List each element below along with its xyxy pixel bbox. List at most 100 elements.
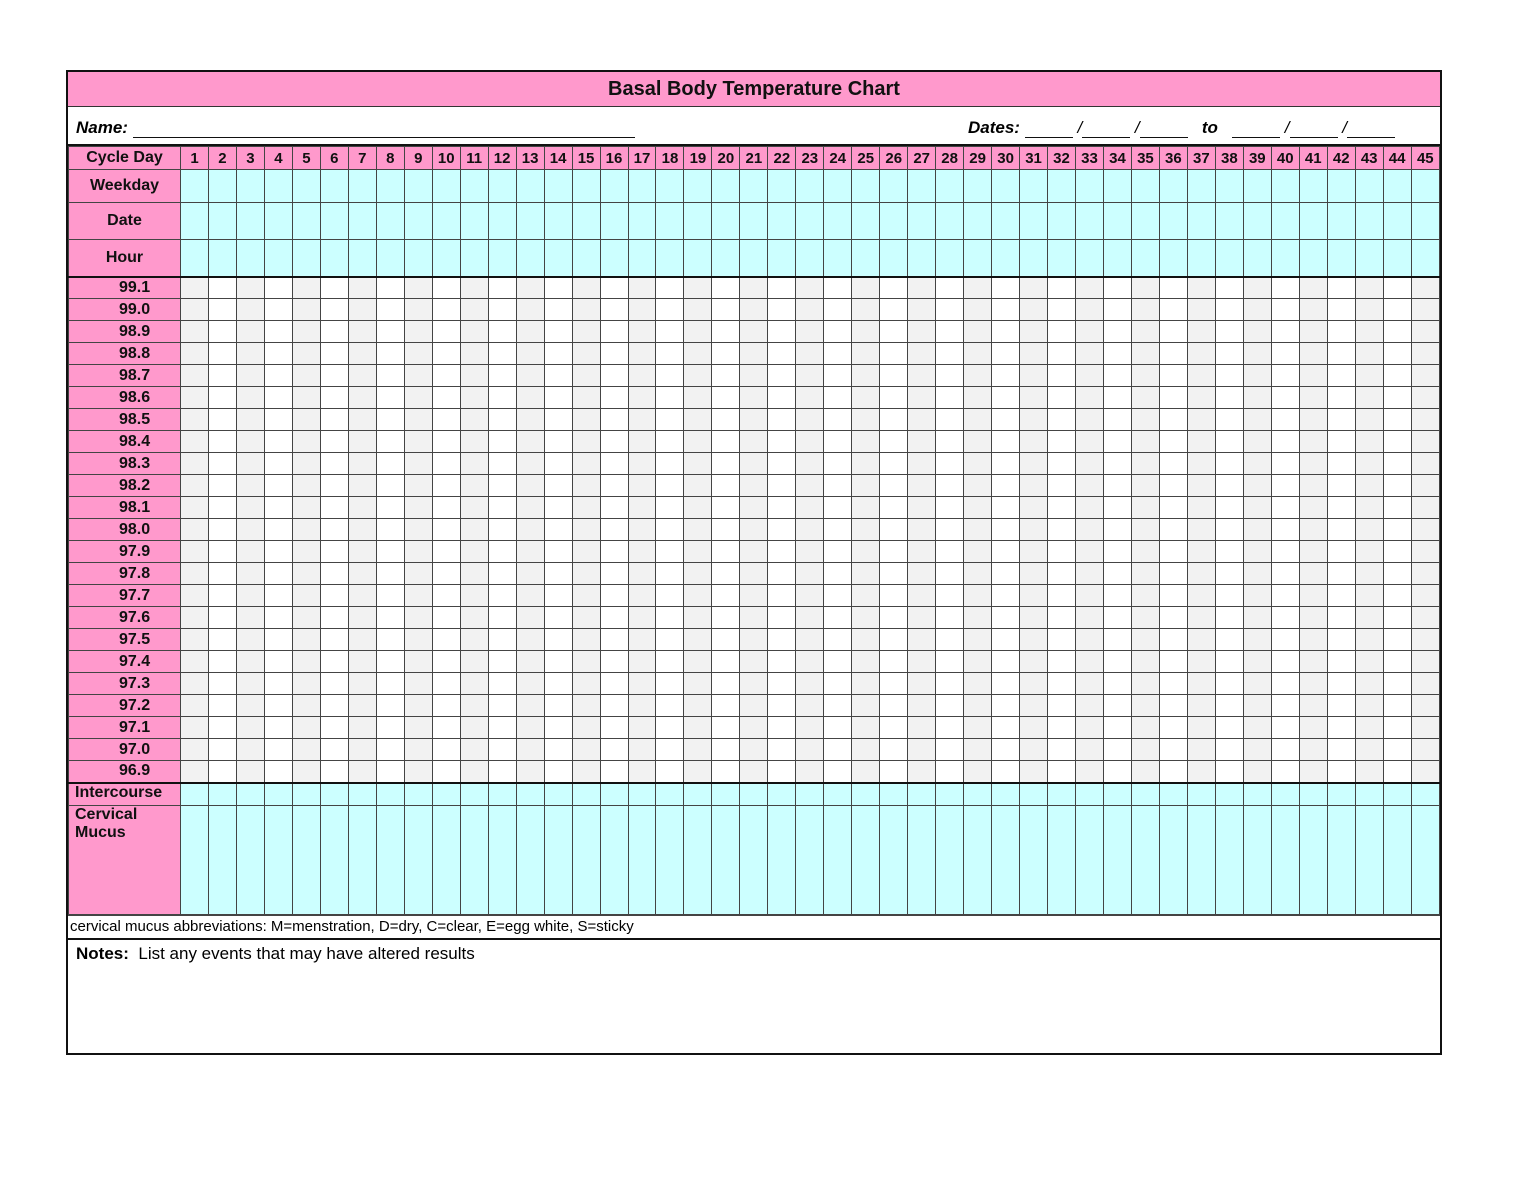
hour-cell[interactable] bbox=[263, 239, 293, 277]
temperature-cell[interactable] bbox=[543, 275, 573, 299]
intercourse-cell[interactable] bbox=[935, 781, 965, 806]
temperature-cell[interactable] bbox=[991, 628, 1021, 651]
temperature-cell[interactable] bbox=[1382, 606, 1412, 629]
temperature-cell[interactable] bbox=[599, 584, 629, 607]
weekday-cell[interactable] bbox=[963, 169, 993, 203]
temperature-cell[interactable] bbox=[963, 474, 993, 497]
temperature-cell[interactable] bbox=[683, 342, 713, 365]
name-field[interactable]: Name: bbox=[76, 118, 635, 138]
temperature-cell[interactable] bbox=[403, 298, 433, 321]
weekday-cell[interactable] bbox=[599, 169, 629, 203]
temperature-cell[interactable] bbox=[1019, 672, 1049, 695]
temperature-cell[interactable] bbox=[823, 650, 853, 673]
hour-cell[interactable] bbox=[1298, 239, 1328, 277]
temperature-cell[interactable] bbox=[1186, 275, 1216, 299]
temperature-cell[interactable] bbox=[879, 606, 909, 629]
temperature-cell[interactable] bbox=[851, 650, 881, 673]
date-cell[interactable] bbox=[403, 202, 433, 240]
temperature-cell[interactable] bbox=[1354, 738, 1384, 761]
temperature-cell[interactable] bbox=[515, 738, 545, 761]
temperature-cell[interactable] bbox=[487, 738, 517, 761]
temperature-cell[interactable] bbox=[767, 430, 797, 453]
temperature-cell[interactable] bbox=[823, 672, 853, 695]
temperature-cell[interactable] bbox=[1130, 430, 1160, 453]
temperature-cell[interactable] bbox=[459, 320, 489, 343]
cervical-mucus-cell[interactable] bbox=[991, 805, 1021, 915]
cervical-mucus-cell[interactable] bbox=[1186, 805, 1216, 915]
cervical-mucus-cell[interactable] bbox=[235, 805, 265, 915]
temperature-cell[interactable] bbox=[739, 474, 769, 497]
temperature-cell[interactable] bbox=[851, 452, 881, 475]
temperature-cell[interactable] bbox=[935, 650, 965, 673]
temperature-cell[interactable] bbox=[263, 628, 293, 651]
temperature-cell[interactable] bbox=[347, 540, 377, 563]
temperature-cell[interactable] bbox=[991, 474, 1021, 497]
temperature-cell[interactable] bbox=[207, 275, 237, 299]
temperature-cell[interactable] bbox=[403, 430, 433, 453]
temperature-cell[interactable] bbox=[683, 716, 713, 739]
temperature-cell[interactable] bbox=[823, 518, 853, 541]
temperature-cell[interactable] bbox=[907, 716, 937, 739]
temperature-cell[interactable] bbox=[739, 628, 769, 651]
temperature-cell[interactable] bbox=[375, 694, 405, 717]
temperature-cell[interactable] bbox=[767, 342, 797, 365]
temperature-cell[interactable] bbox=[1130, 606, 1160, 629]
temperature-cell[interactable] bbox=[1298, 540, 1328, 563]
intercourse-cell[interactable] bbox=[347, 781, 377, 806]
temperature-cell[interactable] bbox=[711, 275, 741, 299]
temperature-cell[interactable] bbox=[1019, 298, 1049, 321]
cervical-mucus-cell[interactable] bbox=[795, 805, 825, 915]
temperature-cell[interactable] bbox=[1102, 628, 1132, 651]
temperature-cell[interactable] bbox=[235, 606, 265, 629]
temperature-cell[interactable] bbox=[1075, 474, 1104, 497]
intercourse-cell[interactable] bbox=[739, 781, 769, 806]
hour-cell[interactable] bbox=[1354, 239, 1384, 277]
temperature-cell[interactable] bbox=[879, 275, 909, 299]
temperature-cell[interactable] bbox=[263, 738, 293, 761]
temperature-cell[interactable] bbox=[291, 606, 321, 629]
temperature-cell[interactable] bbox=[935, 540, 965, 563]
weekday-cell[interactable] bbox=[431, 169, 461, 203]
temperature-cell[interactable] bbox=[319, 738, 349, 761]
temperature-cell[interactable] bbox=[403, 452, 433, 475]
temperature-cell[interactable] bbox=[291, 716, 321, 739]
temperature-cell[interactable] bbox=[207, 364, 237, 387]
temperature-cell[interactable] bbox=[1354, 606, 1384, 629]
date-cell[interactable] bbox=[1214, 202, 1244, 240]
temperature-cell[interactable] bbox=[795, 474, 825, 497]
temperature-cell[interactable] bbox=[683, 540, 713, 563]
date-cell[interactable] bbox=[1270, 202, 1300, 240]
temperature-cell[interactable] bbox=[1130, 342, 1160, 365]
date-cell[interactable] bbox=[1186, 202, 1216, 240]
temperature-cell[interactable] bbox=[963, 540, 993, 563]
temperature-cell[interactable] bbox=[851, 474, 881, 497]
temperature-cell[interactable] bbox=[1186, 496, 1216, 519]
temperature-cell[interactable] bbox=[1102, 672, 1132, 695]
temperature-cell[interactable] bbox=[543, 694, 573, 717]
hour-cell[interactable] bbox=[907, 239, 937, 277]
temperature-cell[interactable] bbox=[879, 716, 909, 739]
temperature-cell[interactable] bbox=[907, 606, 937, 629]
temperature-cell[interactable] bbox=[963, 562, 993, 585]
temperature-cell[interactable] bbox=[235, 386, 265, 409]
temperature-cell[interactable] bbox=[403, 474, 433, 497]
temperature-cell[interactable] bbox=[1130, 386, 1160, 409]
temperature-cell[interactable] bbox=[543, 628, 573, 651]
temperature-cell[interactable] bbox=[1075, 364, 1104, 387]
cervical-mucus-cell[interactable] bbox=[1019, 805, 1049, 915]
temperature-cell[interactable] bbox=[263, 496, 293, 519]
temperature-cell[interactable] bbox=[347, 496, 377, 519]
temperature-cell[interactable] bbox=[795, 650, 825, 673]
temperature-cell[interactable] bbox=[1270, 342, 1300, 365]
temperature-cell[interactable] bbox=[879, 628, 909, 651]
temperature-cell[interactable] bbox=[1075, 606, 1104, 629]
temperature-cell[interactable] bbox=[1410, 672, 1441, 695]
temperature-cell[interactable] bbox=[627, 452, 657, 475]
temperature-cell[interactable] bbox=[1354, 386, 1384, 409]
temperature-cell[interactable] bbox=[375, 408, 405, 431]
temperature-cell[interactable] bbox=[375, 738, 405, 761]
temperature-cell[interactable] bbox=[879, 452, 909, 475]
temperature-cell[interactable] bbox=[1047, 738, 1076, 761]
temperature-cell[interactable] bbox=[711, 760, 741, 783]
temperature-cell[interactable] bbox=[795, 496, 825, 519]
